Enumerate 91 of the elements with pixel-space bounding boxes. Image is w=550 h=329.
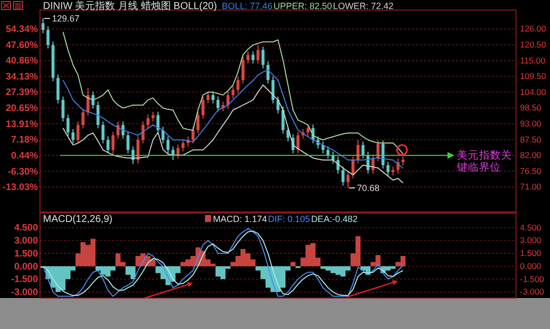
- text: DEA:-0.482: [311, 214, 358, 224]
- candlestick: [272, 76, 274, 104]
- y-tick-label: 115.00: [520, 55, 546, 66]
- candlestick: [216, 96, 220, 112]
- candlestick: [256, 44, 260, 64]
- text: UPPER: 82.50: [273, 1, 332, 11]
- candlestick: [202, 96, 204, 120]
- candlestick: [166, 136, 170, 154]
- candlestick: [346, 170, 350, 188]
- y2-tick-label: 13.91%: [6, 118, 39, 130]
- candlestick: [96, 101, 100, 129]
- y-tick-label: 87.50: [520, 134, 542, 144]
- text: BOLL: 77.46: [222, 1, 272, 11]
- y-tick-label: 126.00: [520, 24, 546, 34]
- annotation: 70.68: [357, 182, 380, 193]
- candlestick: [76, 120, 80, 144]
- candlestick: [162, 126, 164, 144]
- bar: [290, 262, 296, 266]
- candlestick: [282, 106, 284, 134]
- candlestick: [226, 91, 230, 110]
- y2-tick-label: 7.18%: [11, 134, 39, 146]
- candlestick: [262, 46, 264, 69]
- y2-tick-label: 20.65%: [6, 103, 39, 114]
- y-tick-label: -3.000: [11, 287, 38, 298]
- y-tick-label: 98.50: [520, 102, 542, 113]
- text: LOWER: 72.42: [332, 1, 394, 11]
- candlestick: [102, 120, 104, 144]
- series-label: DIF: 0.105: [268, 214, 310, 224]
- candlestick: [112, 131, 114, 156]
- candlestick: [42, 18, 44, 34]
- y-tick-label: 1.500: [14, 248, 38, 260]
- candlestick: [212, 91, 214, 104]
- candlestick: [106, 136, 110, 154]
- annotation: 129.67: [52, 13, 80, 24]
- candlestick: [122, 120, 124, 140]
- y2-tick-label: 27.39%: [6, 87, 39, 98]
- legend-label: MACD: 1.174: [213, 214, 268, 224]
- candlestick: [146, 114, 150, 129]
- candlestick: [66, 114, 70, 136]
- candlestick: [46, 26, 50, 50]
- y-tick-label: 104.00: [520, 86, 546, 97]
- candlestick: [322, 141, 324, 154]
- candlestick: [196, 111, 200, 134]
- y-tick-label: 3.000: [14, 236, 38, 247]
- candlestick: [152, 111, 154, 122]
- candlestick: [236, 76, 240, 94]
- candlestick: [402, 156, 404, 166]
- candlestick: [72, 128, 74, 144]
- y-tick-label: 109.50: [520, 71, 546, 82]
- candlestick: [206, 91, 210, 104]
- candlestick: [342, 166, 344, 186]
- candlestick: [356, 139, 360, 164]
- candlestick: [232, 86, 234, 99]
- y-tick-label: -1.500: [11, 274, 38, 286]
- candlestick: [296, 131, 300, 154]
- y2-tick-label: 34.13%: [6, 71, 39, 82]
- ref-line-label: 美元指数关键临界位: [456, 148, 512, 174]
- y-tick-label: 82.00: [520, 150, 542, 160]
- y2-tick-label: 54.34%: [6, 24, 39, 35]
- candlestick: [176, 144, 180, 160]
- y2-tick-label: -6.30%: [8, 166, 39, 178]
- y-tick-label: 4.500: [14, 222, 38, 234]
- y2-tick-label: 40.86%: [6, 56, 39, 67]
- candlestick: [266, 60, 270, 84]
- candlestick: [192, 126, 194, 144]
- candlestick: [62, 96, 64, 122]
- chart-title: MACD(12,26,9): [43, 214, 112, 225]
- candlestick: [246, 50, 250, 64]
- candlestick: [126, 131, 130, 154]
- candlestick: [142, 120, 144, 144]
- candlestick: [182, 139, 184, 152]
- candlestick: [242, 56, 244, 84]
- y-tick-label: 0.000: [14, 261, 38, 272]
- y2-tick-label: 47.60%: [6, 40, 39, 51]
- y2-tick-label: -13.03%: [2, 182, 39, 194]
- candlestick: [286, 126, 290, 142]
- candlestick: [116, 120, 120, 140]
- candlestick: [252, 50, 254, 64]
- y-tick-label: 93.00: [520, 118, 542, 129]
- candlestick: [82, 108, 84, 129]
- candlestick: [136, 136, 140, 164]
- candlestick: [362, 141, 364, 160]
- y-tick-label: 71.00: [520, 182, 542, 192]
- chart-title: DINIW 美元指数 月线 蜡烛图 BOLL(20): [43, 0, 217, 12]
- candlestick: [386, 161, 390, 176]
- y2-tick-label: 0.44%: [11, 150, 39, 162]
- candlestick: [326, 146, 330, 160]
- y-tick-label: 120.50: [520, 39, 546, 50]
- y-tick-label: 76.50: [520, 166, 542, 176]
- candlestick: [56, 74, 60, 104]
- candlestick: [306, 124, 310, 136]
